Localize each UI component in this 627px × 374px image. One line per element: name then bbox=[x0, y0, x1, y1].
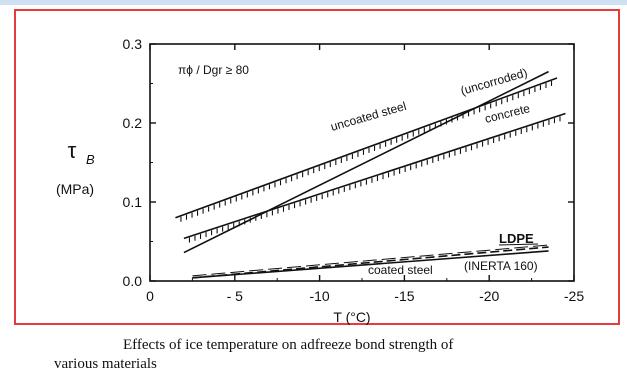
series-coated-steel-line bbox=[192, 250, 549, 279]
y-axis-title-subscript: B bbox=[86, 152, 95, 167]
figure-frame bbox=[14, 9, 620, 325]
chart-axes bbox=[149, 43, 575, 282]
series-label-inerta: (INERTA 160) bbox=[464, 259, 538, 273]
ldpe-underline bbox=[498, 243, 539, 246]
caption-line-2: various materials bbox=[54, 356, 157, 372]
x-axis-title: T (°C) bbox=[333, 309, 370, 325]
series-uncoated-steel-line bbox=[175, 77, 558, 219]
chart-marks bbox=[175, 70, 566, 279]
top-strip bbox=[0, 0, 627, 5]
chart-svg: 0.0 0.1 0.2 0.3 0 - 5 -10 -15 -20 -25 T (°C) τ B (MPa… bbox=[56, 36, 584, 325]
series-label-uncorroded: (uncorroded) bbox=[459, 65, 529, 97]
series-concrete-line bbox=[183, 112, 566, 240]
series-label-coated-steel: coated steel bbox=[368, 263, 433, 277]
y-tick-label: 0.2 bbox=[123, 115, 143, 131]
series-steep-line bbox=[183, 70, 549, 254]
y-axis-unit: (MPa) bbox=[56, 181, 94, 197]
y-axis-title: τ bbox=[68, 138, 77, 163]
y-tick-label: 0.3 bbox=[123, 36, 143, 52]
x-tick-label: -10 bbox=[309, 288, 329, 304]
x-tick-label: 0 bbox=[146, 288, 154, 304]
x-tick-label: -25 bbox=[564, 288, 584, 304]
y-tick-label: 0.1 bbox=[123, 194, 143, 210]
x-tick-label: -20 bbox=[479, 288, 499, 304]
x-tick-label: - 5 bbox=[227, 288, 244, 304]
y-tick-label: 0.0 bbox=[123, 273, 143, 289]
series-label-ldpe: LDPE bbox=[499, 231, 534, 246]
caption-line-1: Effects of ice temperature on adfreeze b… bbox=[123, 337, 454, 353]
x-tick-label: -15 bbox=[394, 288, 414, 304]
series-label-uncoated-steel: uncoated steel bbox=[329, 99, 408, 134]
chart-annotation: πϕ / Dgr ≥ 80 bbox=[178, 63, 249, 77]
figure-caption: Effects of ice temperature on adfreeze b… bbox=[54, 336, 624, 374]
series-ldpe-line-2 bbox=[192, 244, 549, 277]
